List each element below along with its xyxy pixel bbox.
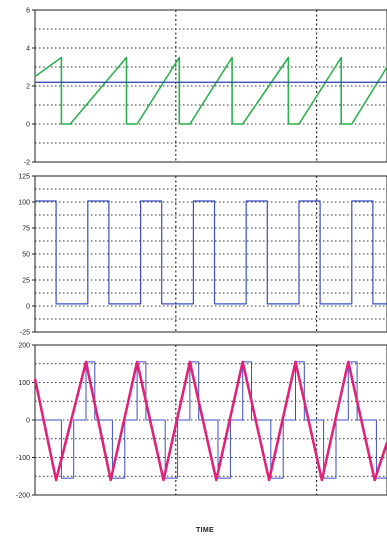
y-tick-label: 75 bbox=[22, 226, 30, 233]
y-tick-label: 50 bbox=[22, 252, 30, 259]
y-tick-label: 0 bbox=[26, 122, 30, 129]
y-tick-label: 0 bbox=[26, 418, 30, 425]
y-tick-label: -25 bbox=[20, 330, 30, 337]
y-tick-label: -2 bbox=[24, 160, 30, 167]
y-tick-label: 100 bbox=[18, 200, 30, 207]
series-line-2 bbox=[33, 360, 387, 482]
y-tick-label: 200 bbox=[18, 343, 30, 350]
y-tick-label: 6 bbox=[26, 8, 30, 15]
y-tick-label: 25 bbox=[22, 278, 30, 285]
series-line-1 bbox=[35, 361, 387, 479]
y-tick-label: 125 bbox=[18, 174, 30, 181]
y-tick-label: 100 bbox=[18, 380, 30, 387]
series-line-1 bbox=[35, 200, 387, 305]
y-tick-label: 0 bbox=[26, 304, 30, 311]
panel-2: -25 0 25 50 75 100 125 bbox=[18, 174, 387, 337]
y-tick-label: -200 bbox=[16, 493, 30, 500]
y-tick-label: 2 bbox=[26, 84, 30, 91]
y-tick-label: 4 bbox=[26, 46, 30, 53]
panel-1: -2 0 2 4 6 bbox=[24, 8, 387, 167]
x-axis-label: TIME bbox=[196, 527, 214, 534]
y-tick-label: -100 bbox=[16, 455, 30, 462]
series-line-1 bbox=[34, 56, 387, 125]
panel-3: -200 -100 0 100 200 bbox=[16, 343, 387, 500]
